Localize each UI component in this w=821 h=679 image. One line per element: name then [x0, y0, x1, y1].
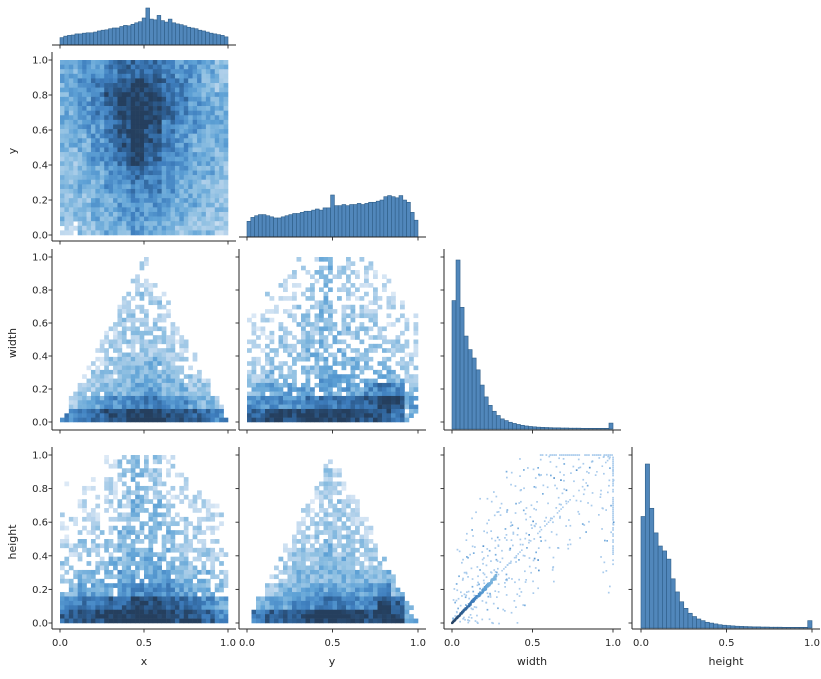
panel-width-vs-y [247, 257, 419, 423]
xlabel-y: y [329, 655, 336, 668]
xlabel-width: width [517, 655, 547, 668]
axes-layer: 1.00.80.60.40.20.01.00.80.60.40.20.01.00… [32, 44, 820, 649]
panel-height-vs-width [451, 454, 615, 625]
panel-x-hist [59, 7, 229, 46]
panel-y-vs-x [60, 60, 229, 236]
panel-width-vs-x [60, 257, 229, 423]
panel-width-hist [451, 259, 614, 430]
ylabel-width: width [6, 328, 19, 358]
xlabel-x: x [141, 655, 148, 668]
ylabel-height: height [6, 524, 19, 560]
panel-height-vs-y [251, 459, 419, 624]
ylabel-y: y [6, 147, 19, 154]
panel-y-hist [246, 194, 419, 238]
panel-height-vs-x [60, 455, 229, 624]
panel-height-hist [640, 463, 813, 629]
xlabel-height: height [708, 655, 744, 668]
